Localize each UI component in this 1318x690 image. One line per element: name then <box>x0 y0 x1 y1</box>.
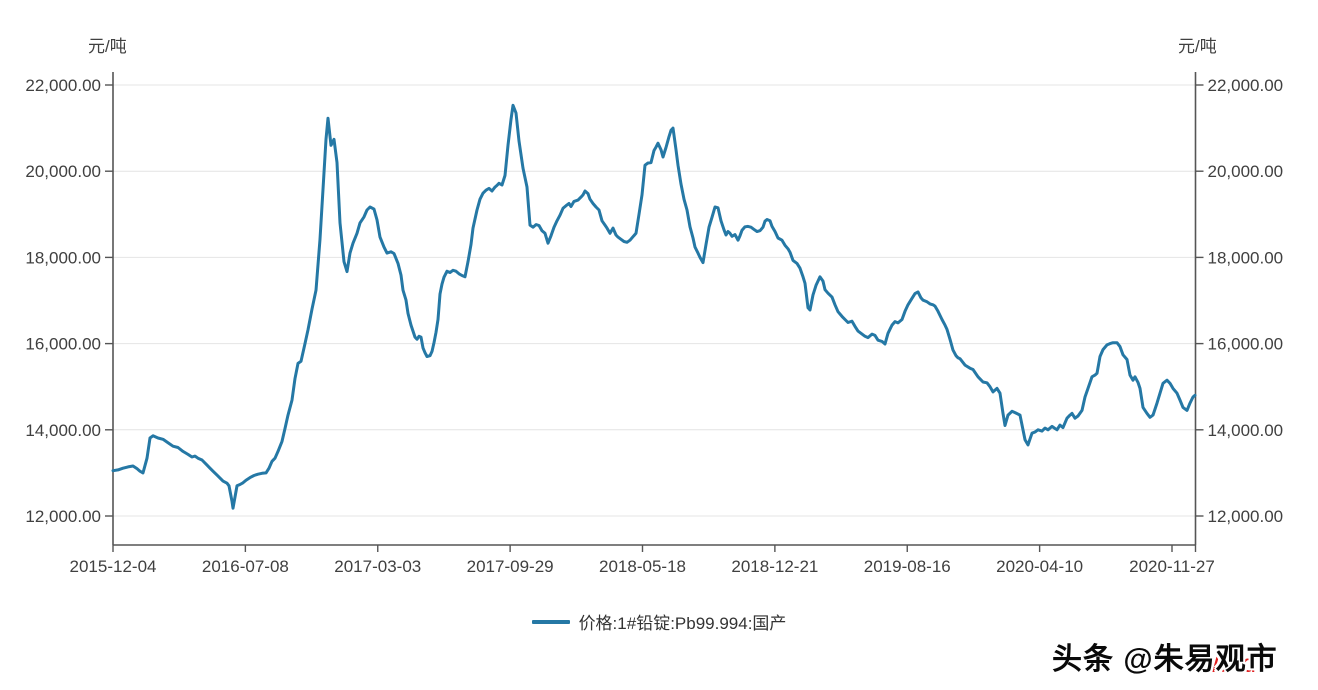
x-tick-label: 2018-05-18 <box>599 557 686 576</box>
toutiao-watermark: 头条 @朱易观市 <box>1052 643 1278 676</box>
y-tick-label-left: 12,000.00 <box>25 507 101 526</box>
y-grid-and-labels: 22,000.00 22,000.00 20,000.00 20,000.00 18,0… <box>25 76 1283 526</box>
axis-lines <box>112 72 1197 546</box>
y-tick-label-left: 20,000.00 <box>25 162 101 181</box>
price-line-series <box>111 103 1197 510</box>
x-tick-label: 2017-03-03 <box>334 557 421 576</box>
wind-watermark: Wind <box>1196 650 1257 678</box>
x-tick-label: 2018-12-21 <box>731 557 818 576</box>
x-tick-label: 2019-08-16 <box>864 557 951 576</box>
y-tick-label-left: 22,000.00 <box>25 76 101 95</box>
x-ticks-and-labels: 2015-12-04 2016-07-08 2017-03-03 2017-09-29… <box>70 545 1215 576</box>
y-tick-label-right: 16,000.00 <box>1208 335 1284 354</box>
y-tick-label-right: 14,000.00 <box>1208 421 1284 440</box>
x-tick-label: 2020-11-27 <box>1129 557 1215 576</box>
y-tick-label-right: 20,000.00 <box>1208 162 1284 181</box>
y-tick-label-right: 12,000.00 <box>1208 507 1284 526</box>
x-tick-label: 2015-12-04 <box>70 557 157 576</box>
x-tick-label: 2020-04-10 <box>996 557 1083 576</box>
legend-line-marker <box>531 619 570 624</box>
y-tick-label-left: 14,000.00 <box>25 421 101 440</box>
y-axis-unit-left: 元/吨 <box>88 37 127 56</box>
y-axis-unit-right: 元/吨 <box>1178 37 1217 56</box>
x-tick-label: 2017-09-29 <box>467 557 554 576</box>
legend: 价格:1#铅锭:Pb99.994:国产 <box>0 609 1318 634</box>
y-tick-label-right: 18,000.00 <box>1208 248 1284 267</box>
y-tick-label-left: 18,000.00 <box>25 248 101 267</box>
legend-label: 价格:1#铅锭:Pb99.994:国产 <box>578 614 787 633</box>
x-tick-label: 2016-07-08 <box>202 557 289 576</box>
y-tick-label-left: 16,000.00 <box>25 335 101 354</box>
y-tick-label-right: 22,000.00 <box>1208 76 1284 95</box>
